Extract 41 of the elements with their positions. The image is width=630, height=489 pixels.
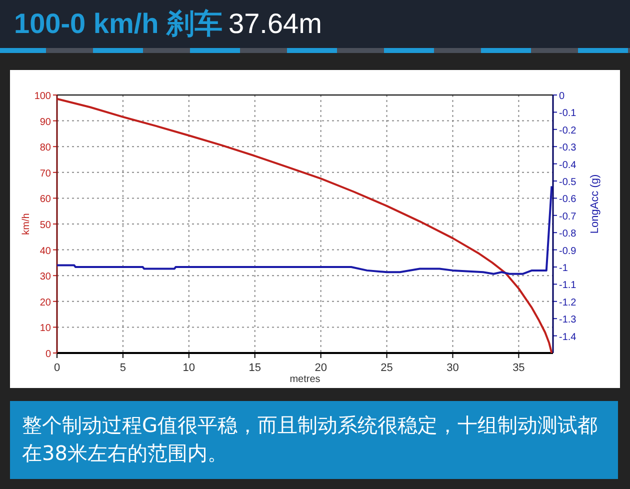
y-tick-label: 90: [40, 116, 52, 128]
y2-tick-label: -0.9: [559, 246, 577, 257]
x-axis-title: metres: [290, 374, 320, 385]
y-tick-label: 10: [40, 323, 52, 334]
y2-axis-title: LongAcc (g): [589, 174, 601, 234]
chart-title: 100-0 km/h 刹车: [14, 8, 223, 39]
text: 整个制动过程G值很平稳，而且制动系统很稳定，十组制动测试都在38米左右的范围内。: [10, 401, 618, 479]
y-tick-label: 70: [40, 168, 52, 180]
y-tick-label: 40: [40, 246, 52, 257]
y2-tick-label: -0.6: [559, 194, 577, 206]
x-tick-label: 10: [182, 362, 196, 374]
y2-tick-label: -0.2: [559, 125, 577, 136]
y2-tick-label: -0.7: [559, 211, 577, 222]
y-tick-label: 80: [40, 142, 52, 154]
y2-tick-label: -1.3: [559, 314, 577, 326]
y2-tick-label: 0: [559, 91, 565, 102]
y2-tick-label: -1: [559, 263, 568, 274]
y2-tick-label: -1.4: [559, 332, 577, 343]
x-tick-label: 0: [54, 362, 60, 374]
y2-tick-label: -1.2: [559, 297, 577, 308]
x-tick-label: 5: [120, 362, 126, 374]
y2-tick-label: -0.8: [559, 228, 577, 240]
x-tick-label: 15: [248, 362, 261, 374]
y-axis-title: km/h: [21, 213, 32, 235]
x-tick-label: 20: [314, 362, 327, 374]
y-tick-label: 30: [40, 272, 52, 283]
y-tick-label: 100: [34, 91, 52, 102]
x-tick-label: 30: [446, 362, 459, 374]
y2-tick-label: -1.1: [559, 280, 577, 292]
y-tick-label: 60: [40, 194, 52, 206]
chart-subtitle: 37.64m: [228, 8, 322, 39]
x-tick-label: 35: [512, 362, 525, 374]
y2-tick-label: -0.3: [559, 142, 577, 154]
y-tick-label: 50: [40, 220, 52, 231]
y2-tick-label: -0.1: [559, 108, 577, 120]
y-tick-label: 0: [45, 349, 52, 360]
x-tick-label: 25: [380, 362, 393, 374]
line-series: [56, 185, 553, 275]
y-tick-label: 20: [40, 297, 52, 308]
y2-tick-label: -0.5: [559, 177, 577, 188]
y2-tick-label: -0.4: [559, 160, 577, 171]
